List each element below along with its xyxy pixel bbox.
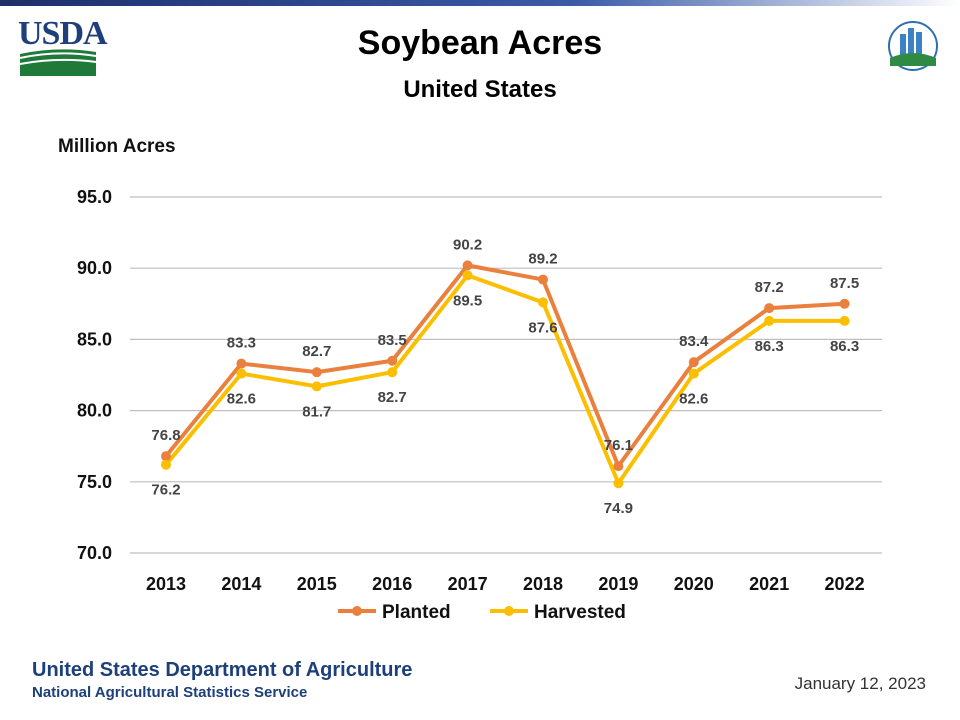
data-label-harvested-2020: 82.6	[679, 391, 708, 408]
data-point-planted-2013	[161, 451, 171, 462]
data-point-harvested-2016	[387, 367, 398, 378]
x-tick-label-2018: 2018	[523, 574, 563, 594]
data-point-harvested-2022	[839, 315, 850, 326]
data-label-harvested-2017: 89.5	[453, 292, 482, 309]
x-tick-label-2017: 2017	[448, 574, 488, 594]
data-label-harvested-2016: 82.7	[378, 389, 407, 406]
legend-label-planted: Planted	[382, 602, 451, 623]
data-point-planted-2019	[613, 461, 624, 472]
usda-logo-text: USDA	[18, 15, 108, 52]
data-point-planted-2022	[839, 298, 850, 309]
usda-logo: USDA	[18, 15, 108, 78]
legend-marker-harvested	[504, 606, 514, 616]
y-tick-label: 70.0	[77, 543, 112, 563]
data-point-planted-2014	[236, 358, 247, 369]
data-point-harvested-2013	[161, 459, 171, 470]
footer-date: January 12, 2023	[794, 674, 926, 693]
data-label-planted-2013: 76.8	[151, 427, 180, 444]
data-label-harvested-2019: 74.9	[604, 500, 633, 517]
data-label-planted-2018: 89.2	[528, 251, 557, 268]
data-label-planted-2017: 90.2	[453, 236, 482, 253]
data-point-harvested-2019	[613, 478, 624, 489]
x-tick-label-2021: 2021	[749, 574, 789, 594]
data-label-harvested-2018: 87.6	[528, 319, 557, 336]
data-point-harvested-2018	[537, 297, 548, 308]
data-label-planted-2014: 83.3	[227, 335, 256, 352]
data-label-harvested-2014: 82.6	[227, 391, 256, 408]
legend-label-harvested: Harvested	[534, 602, 626, 623]
data-point-planted-2018	[537, 274, 548, 285]
chart-subtitle: United States	[403, 76, 557, 103]
data-label-planted-2021: 87.2	[755, 279, 784, 296]
data-point-harvested-2020	[688, 368, 699, 379]
legend-marker-planted	[352, 606, 362, 616]
y-axis-unit-label: Million Acres	[58, 136, 176, 157]
chart-title: Soybean Acres	[357, 24, 603, 62]
data-label-harvested-2013: 76.2	[151, 482, 180, 499]
y-tick-label: 75.0	[77, 472, 112, 492]
series-line-planted	[164, 263, 845, 469]
y-tick-label: 80.0	[77, 401, 112, 421]
data-label-planted-2022: 87.5	[830, 275, 859, 292]
data-point-planted-2015	[311, 367, 322, 378]
data-point-harvested-2021	[764, 315, 775, 326]
data-point-planted-2016	[387, 355, 398, 366]
x-tick-label-2020: 2020	[674, 574, 714, 594]
footer-organization: United States Department of Agriculture	[32, 659, 413, 681]
usda-logo-mark	[19, 49, 97, 76]
x-tick-label-2015: 2015	[297, 574, 337, 594]
x-tick-label-2022: 2022	[825, 574, 865, 594]
data-point-harvested-2017	[462, 270, 473, 281]
data-label-harvested-2021: 86.3	[755, 338, 784, 355]
series-line-harvested	[164, 273, 845, 486]
y-tick-label: 95.0	[77, 187, 112, 207]
x-tick-label-2016: 2016	[372, 574, 412, 594]
footer-agency: National Agricultural Statistics Service	[32, 684, 308, 701]
data-label-planted-2016: 83.5	[378, 332, 407, 349]
agriculture-counts-seal	[874, 10, 952, 82]
data-point-harvested-2014	[236, 368, 247, 379]
data-point-planted-2017	[462, 260, 473, 271]
data-point-planted-2021	[764, 303, 775, 314]
data-point-planted-2020	[688, 357, 699, 368]
top-accent-bar	[0, 0, 960, 6]
data-label-harvested-2022: 86.3	[830, 338, 859, 355]
data-label-planted-2019: 76.1	[604, 437, 633, 454]
y-tick-label: 85.0	[77, 329, 112, 349]
y-tick-label: 90.0	[77, 258, 112, 278]
x-tick-label-2019: 2019	[598, 574, 638, 594]
data-label-planted-2020: 83.4	[679, 333, 709, 350]
data-point-harvested-2015	[311, 381, 322, 392]
x-tick-label-2013: 2013	[146, 574, 186, 594]
data-label-harvested-2015: 81.7	[302, 403, 331, 420]
data-label-planted-2015: 82.7	[302, 343, 331, 360]
x-tick-label-2014: 2014	[221, 574, 261, 594]
